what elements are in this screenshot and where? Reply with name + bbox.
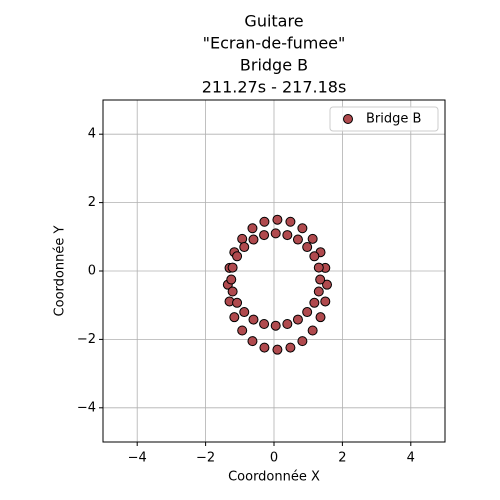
point: [239, 242, 250, 253]
point: [272, 344, 283, 355]
point: [270, 228, 281, 239]
x-tick-label: −2: [196, 451, 215, 466]
y-tick-label: 2: [88, 195, 96, 210]
y-tick-label: −2: [77, 332, 96, 347]
y-axis-label: Coordonnée Y: [53, 226, 68, 317]
plot-frame: [102, 99, 446, 443]
x-tick-label: 2: [338, 451, 346, 466]
point: [237, 233, 248, 244]
point: [315, 274, 326, 285]
point: [282, 230, 293, 241]
point: [309, 297, 320, 308]
point: [302, 307, 313, 318]
point: [285, 216, 296, 227]
point: [227, 262, 238, 273]
y-tick-label: −4: [77, 400, 96, 415]
x-tick-label: 4: [407, 451, 415, 466]
point: [232, 251, 243, 262]
point: [307, 233, 318, 244]
point: [272, 214, 283, 225]
point: [292, 314, 303, 325]
point: [229, 312, 240, 323]
point: [248, 234, 259, 245]
point: [315, 312, 326, 323]
point: [232, 297, 243, 308]
chart-title: 211.27s - 217.18s: [202, 78, 347, 97]
point: [302, 242, 313, 253]
x-tick-label: 0: [270, 451, 278, 466]
point: [307, 325, 318, 336]
point: [292, 234, 303, 245]
point: [297, 223, 308, 234]
point: [297, 336, 308, 347]
point: [226, 274, 237, 285]
point: [270, 320, 281, 331]
point: [320, 296, 331, 307]
point: [239, 307, 250, 318]
point: [247, 223, 258, 234]
legend-label: Bridge B: [366, 112, 421, 127]
point: [282, 319, 293, 330]
point: [227, 286, 238, 297]
point: [322, 279, 333, 290]
y-tick-label: 0: [88, 264, 96, 279]
point: [237, 325, 248, 336]
point: [313, 262, 324, 273]
x-tick-label: −4: [128, 451, 147, 466]
chart-title: Guitare: [244, 12, 303, 31]
point: [248, 314, 259, 325]
point: [247, 336, 258, 347]
y-tick-label: 4: [88, 127, 96, 142]
point: [285, 342, 296, 353]
chart-title: Bridge B: [240, 56, 308, 75]
legend-box: [329, 106, 439, 132]
point: [259, 216, 270, 227]
point: [259, 342, 270, 353]
point: [259, 319, 270, 330]
legend-marker: [343, 114, 353, 124]
point: [309, 251, 320, 262]
x-axis-label: Coordonnée X: [228, 470, 320, 485]
point: [313, 286, 324, 297]
point: [259, 230, 270, 241]
chart-title: "Ecran-de-fumee": [203, 34, 346, 53]
